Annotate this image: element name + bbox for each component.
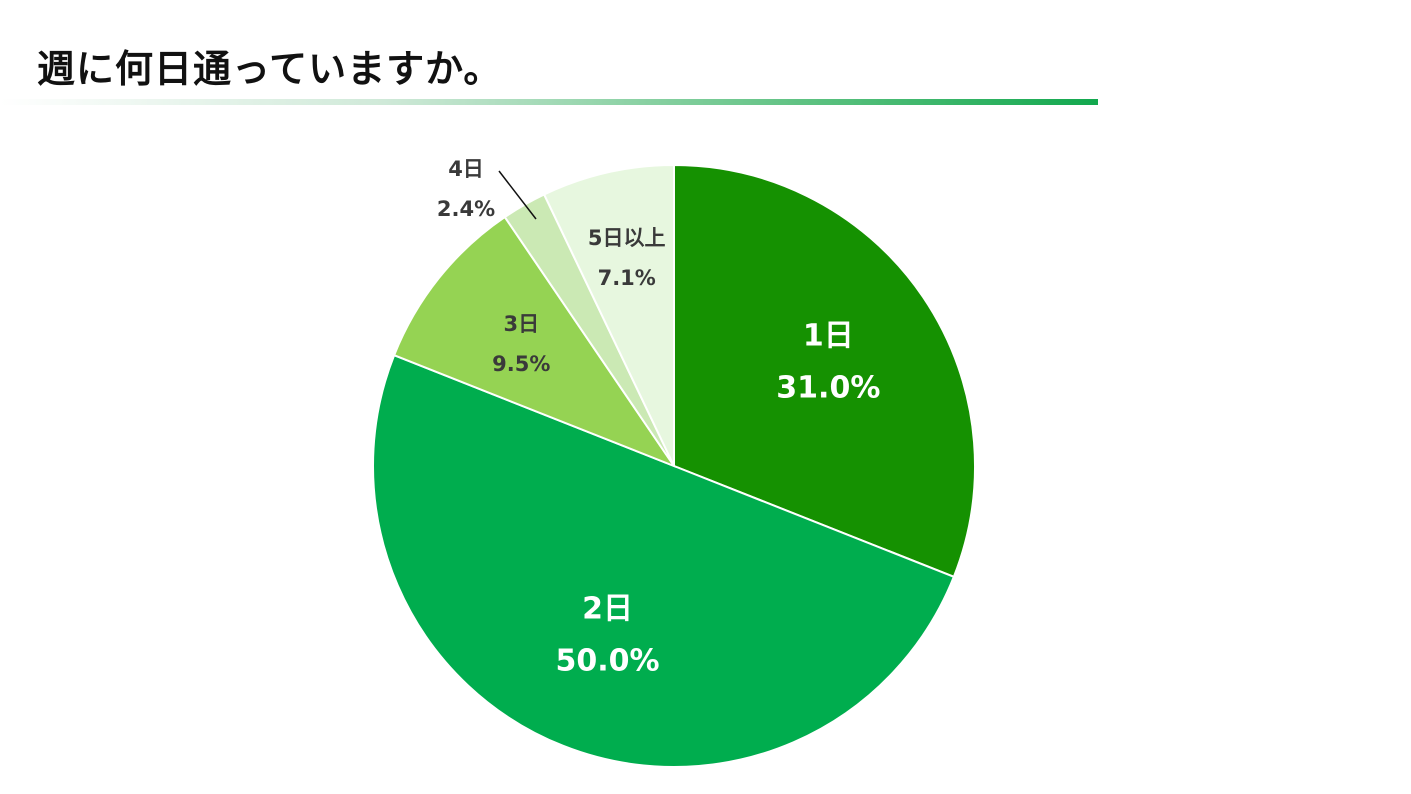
- slice-name-label-1: 1日: [803, 319, 854, 354]
- pie-labels: 1日 31.0% 2日 50.0% 3日 9.5% 4日 2.4% 5日以上 7.1%: [437, 157, 881, 678]
- slice-percent-label-5: 7.1%: [598, 266, 656, 290]
- pie-slice-3: [392, 215, 677, 469]
- pie-slices: [372, 163, 976, 768]
- slice-name-label-3: 3日: [503, 312, 539, 336]
- pie-slice-1: [673, 163, 976, 579]
- slice-percent-label-3: 9.5%: [492, 352, 550, 376]
- title-underline: [0, 99, 1098, 105]
- leader-line-4: [498, 170, 537, 220]
- pie-slice-2: [372, 353, 956, 768]
- pie-slice-5: [542, 163, 675, 467]
- chart-title: 週に何日通っていますか。: [37, 47, 503, 91]
- slice-percent-label-4: 2.4%: [437, 197, 495, 221]
- slice-name-label-2: 2日: [582, 591, 633, 626]
- slice-percent-label-1: 31.0%: [776, 371, 880, 406]
- slice-percent-label-2: 50.0%: [555, 643, 659, 678]
- slice-name-label-5: 5日以上: [588, 226, 666, 250]
- slice-name-label-4: 4日: [448, 157, 484, 181]
